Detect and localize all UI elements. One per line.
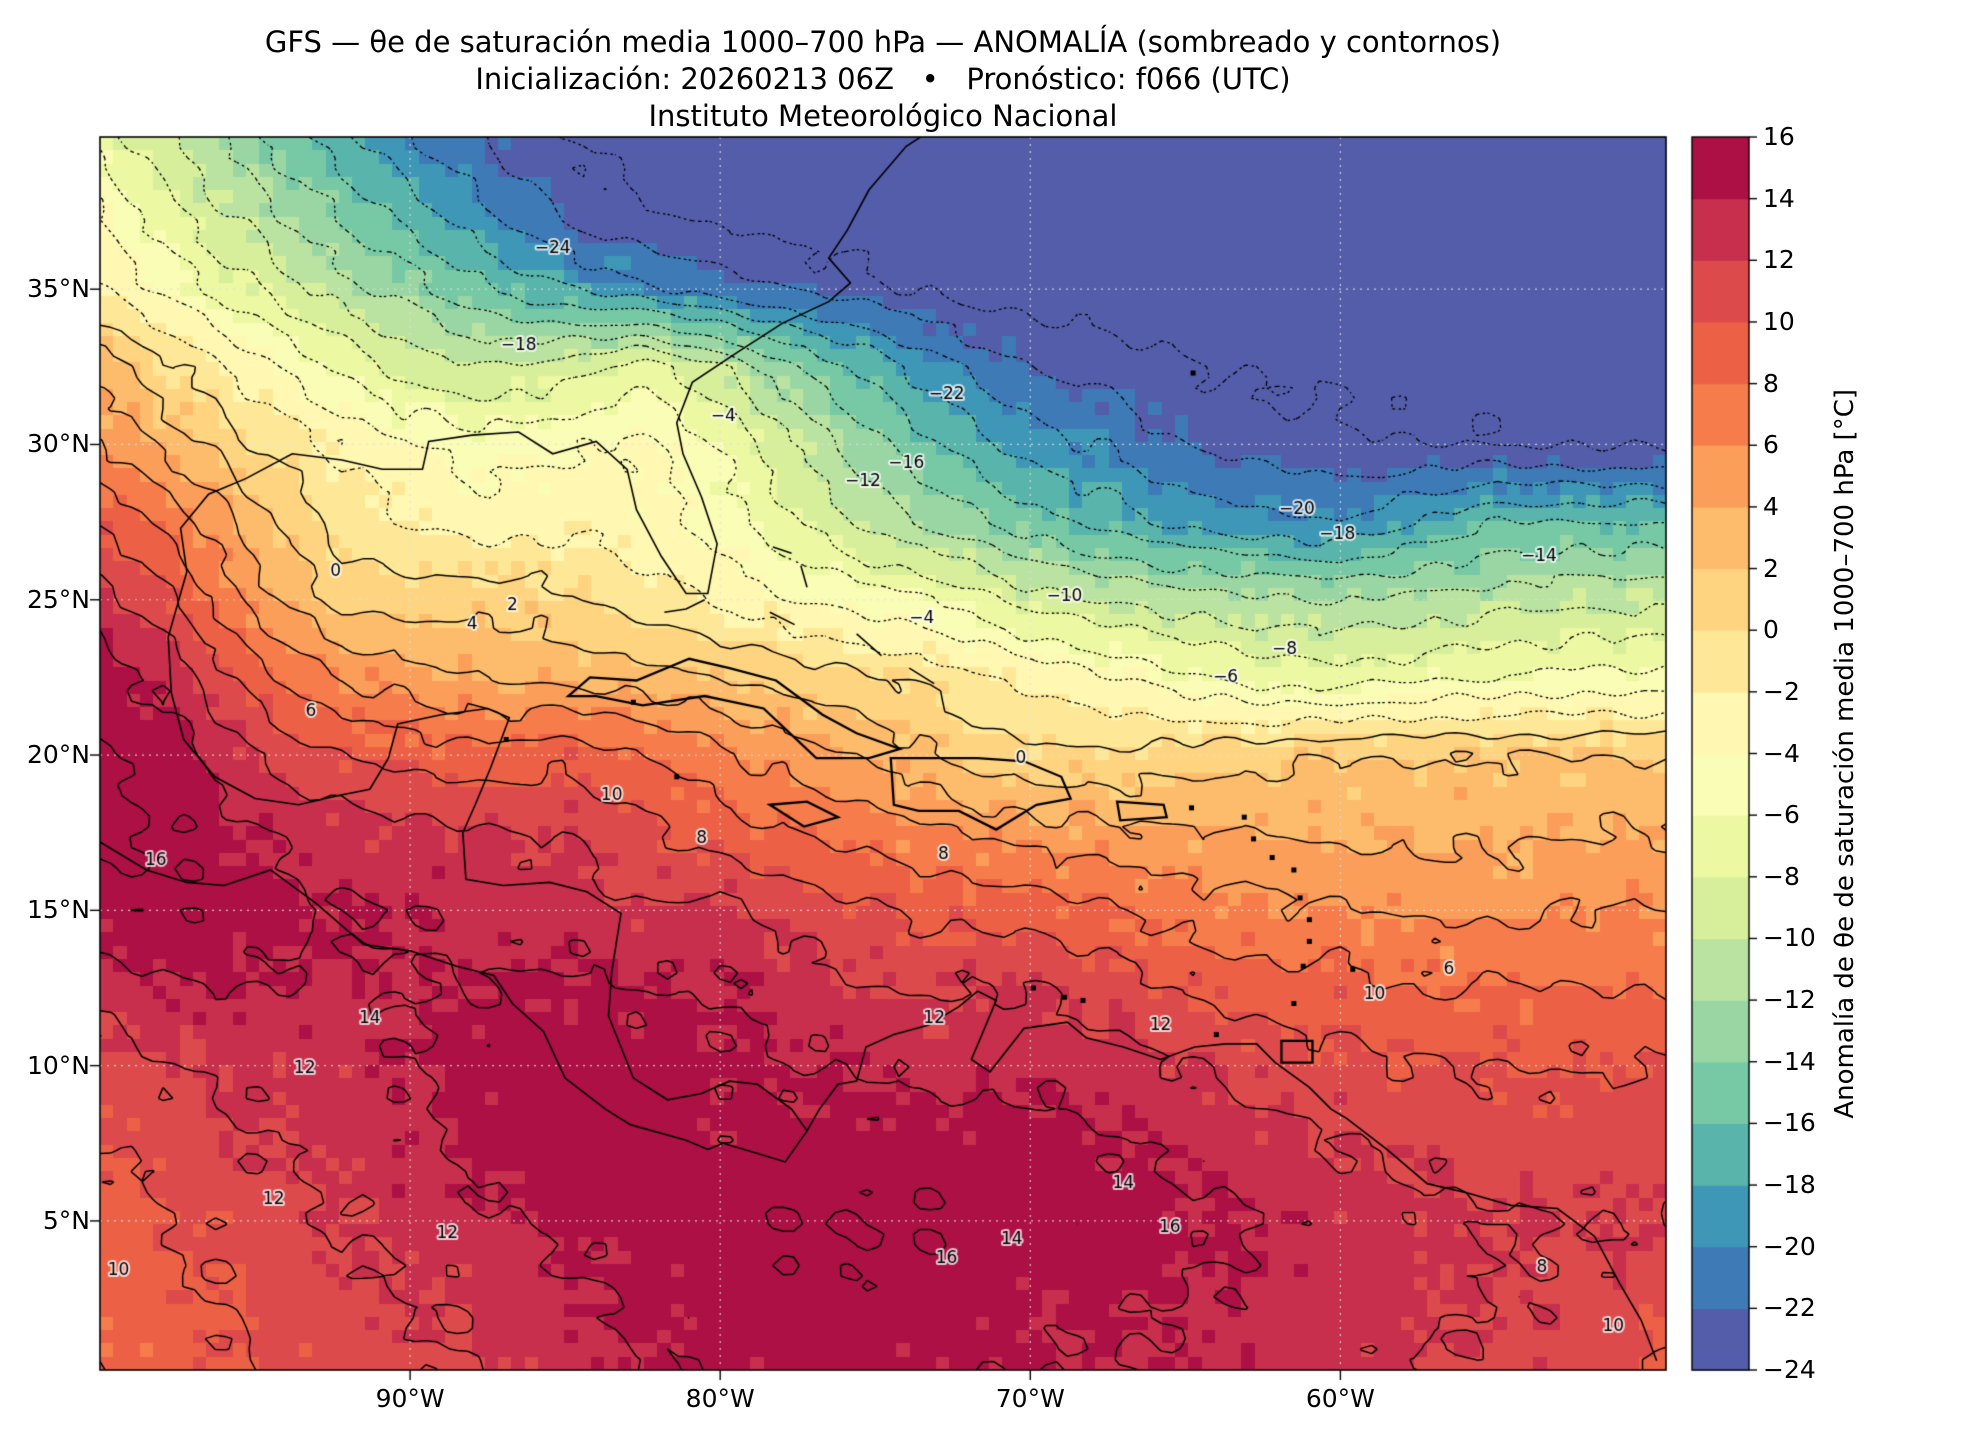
colorbar-tick-label: 10 xyxy=(1763,306,1795,336)
y-tick-label: 35°N xyxy=(26,274,90,304)
colorbar-axis-label: Anomalía de θe de saturación media 1000–… xyxy=(1822,137,1868,1370)
y-tick-label: 15°N xyxy=(26,895,90,925)
colorbar-tick-label: −2 xyxy=(1763,676,1800,706)
y-tick-label: 25°N xyxy=(26,584,90,614)
y-tick-label: 5°N xyxy=(42,1205,90,1235)
x-tick-label: 60°W xyxy=(1305,1384,1375,1413)
colorbar-tick-label: −16 xyxy=(1763,1108,1816,1138)
colorbar-tick-label: −8 xyxy=(1763,861,1800,891)
colorbar-tick-label: 16 xyxy=(1763,122,1795,151)
colorbar-tick-label: −18 xyxy=(1763,1170,1816,1200)
y-tick-label: 30°N xyxy=(26,429,90,459)
x-tick-label: 90°W xyxy=(375,1384,445,1413)
colorbar-tick-label: −12 xyxy=(1763,985,1816,1015)
colorbar-tick-label: −22 xyxy=(1763,1293,1816,1323)
colorbar-tick-label: 8 xyxy=(1763,368,1779,398)
colorbar-tick-label: −24 xyxy=(1763,1355,1816,1384)
colorbar-axis-label-text: Anomalía de θe de saturación media 1000–… xyxy=(1830,388,1860,1119)
colorbar-tick-label: 12 xyxy=(1763,245,1795,275)
figure-title: GFS — θe de saturación media 1000–700 hP… xyxy=(264,25,1502,59)
colorbar-tick-label: 6 xyxy=(1763,430,1779,460)
x-tick-label: 70°W xyxy=(995,1384,1065,1413)
figure-titles: GFS — θe de saturación media 1000–700 hP… xyxy=(100,24,1666,135)
x-tick-label: 80°W xyxy=(685,1384,755,1413)
colorbar-tick-label: 14 xyxy=(1763,183,1795,213)
colorbar-tick-label: 4 xyxy=(1763,491,1779,521)
colorbar-tick-label: 0 xyxy=(1763,615,1779,645)
colorbar-tick-label: −14 xyxy=(1763,1046,1816,1076)
colorbar-tick-label: −10 xyxy=(1763,923,1816,953)
figure-subtitle: Inicialización: 20260213 06Z • Pronóstic… xyxy=(475,62,1291,96)
colorbar-tick-label: −6 xyxy=(1763,800,1800,830)
colorbar-tick-label: −20 xyxy=(1763,1231,1816,1261)
figure-institute: Instituto Meteorológico Nacional xyxy=(648,99,1118,133)
y-tick-label: 10°N xyxy=(26,1050,90,1080)
colorbar-tick-label: 2 xyxy=(1763,553,1779,583)
colorbar-tick-label: −4 xyxy=(1763,738,1800,768)
y-tick-label: 20°N xyxy=(26,740,90,770)
